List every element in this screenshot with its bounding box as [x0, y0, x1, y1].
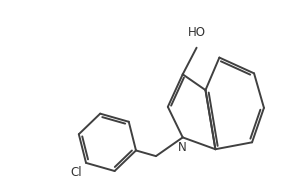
Text: Cl: Cl: [70, 166, 82, 179]
Text: N: N: [178, 141, 187, 154]
Text: HO: HO: [188, 26, 206, 39]
